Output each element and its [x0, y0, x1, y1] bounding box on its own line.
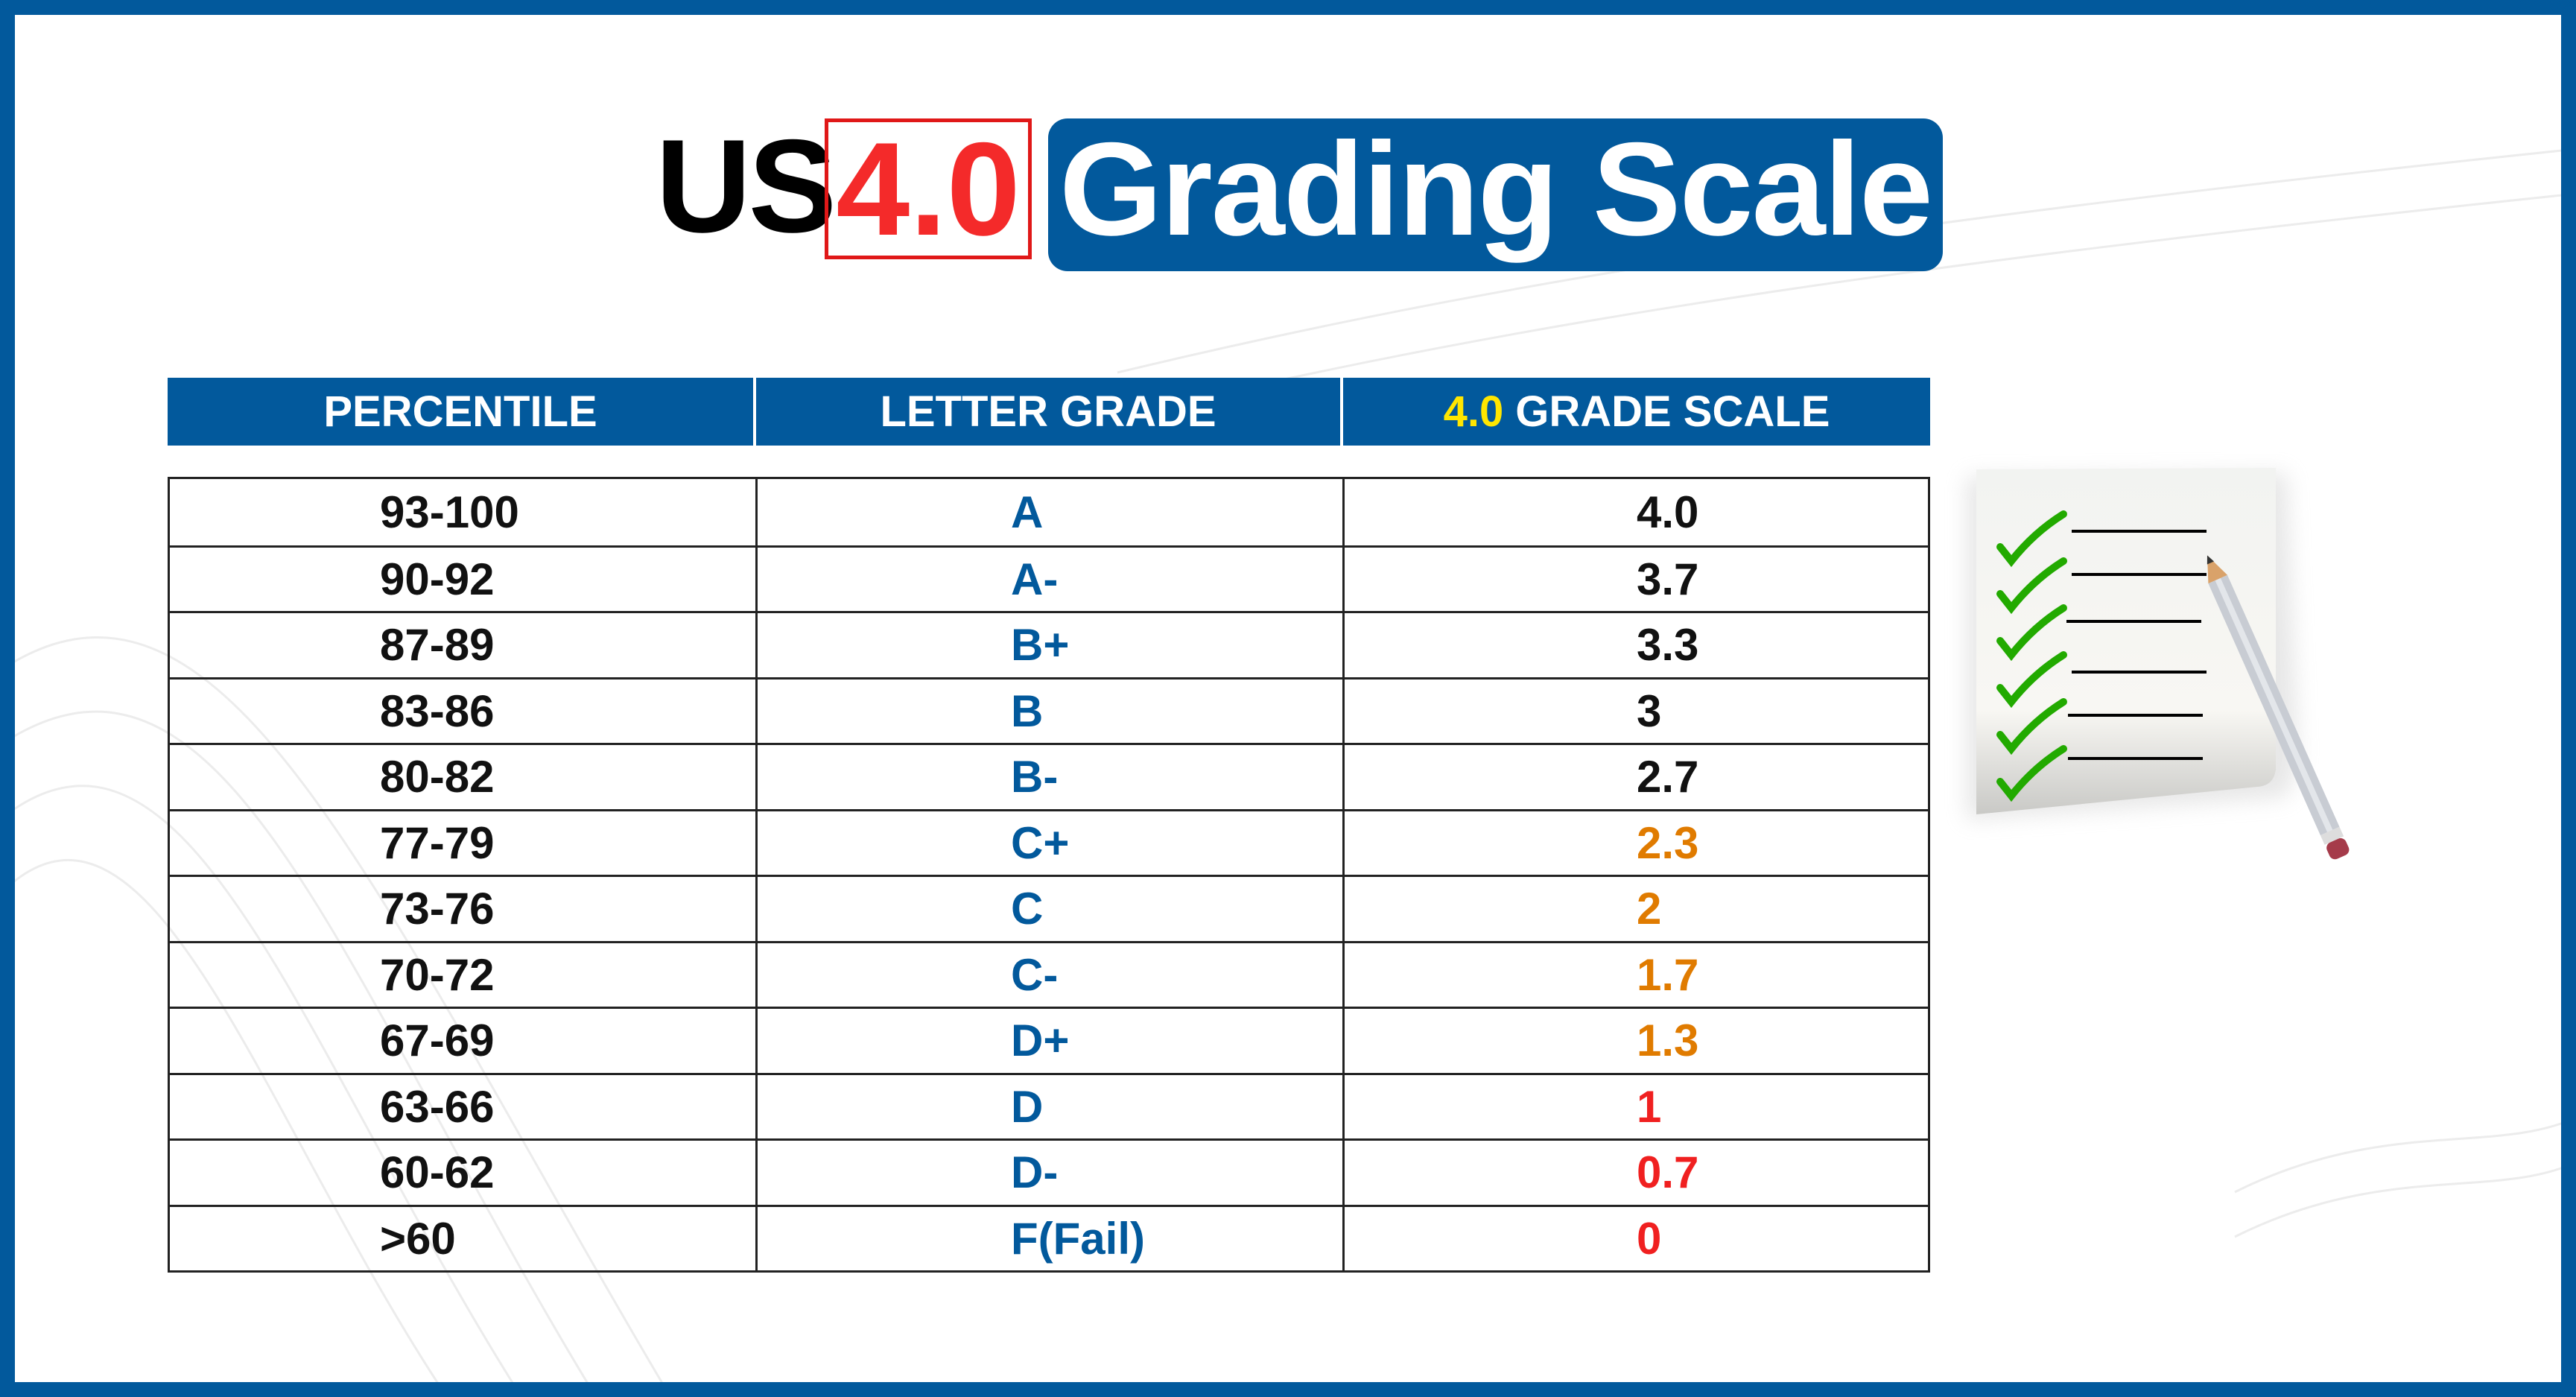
percentile-cell: >60	[380, 1213, 456, 1264]
check-icon	[1996, 651, 2067, 709]
header-letter-grade: LETTER GRADE	[753, 378, 1340, 446]
letter-grade-cell: A-	[755, 547, 1342, 611]
letter-grade-cell: F(Fail)	[755, 1206, 1342, 1270]
letter-grade-cell: A	[755, 479, 1342, 545]
letter-grade-cell: B-	[755, 745, 1342, 809]
checklist-with-pencil-icon	[1967, 468, 2350, 860]
letter-grade-cell: B	[755, 679, 1342, 743]
header-grade-scale: 4.0 GRADE SCALE	[1340, 378, 1930, 446]
grade-scale-cell: 2	[1342, 877, 1928, 941]
check-icon	[1996, 745, 2067, 802]
table-header: PERCENTILE LETTER GRADE 4.0 GRADE SCALE	[168, 378, 1930, 446]
percentile-cell: 70-72	[380, 949, 495, 1000]
letter-grade-cell: C-	[755, 943, 1342, 1007]
grade-table: 93-100 A 4.0 90-92 A- 3.7 87-89 B+ 3.3 83-86 B 3 80-…	[168, 477, 1930, 1273]
table-row: 60-62 D- 0.7	[170, 1138, 1928, 1205]
percentile-cell: 77-79	[380, 817, 495, 868]
letter-grade-cell: B+	[755, 613, 1342, 677]
letter-grade-cell: D	[755, 1074, 1342, 1138]
letter-grade-cell: D+	[755, 1009, 1342, 1073]
title-highlight: 4.0	[825, 118, 1032, 259]
grade-scale-cell: 0	[1342, 1206, 1928, 1270]
percentile-cell: 90-92	[380, 554, 495, 604]
letter-grade-cell: C+	[755, 811, 1342, 875]
grade-scale-cell: 3.7	[1342, 547, 1928, 611]
grade-scale-cell: 1	[1342, 1074, 1928, 1138]
grade-scale-cell: 1.3	[1342, 1009, 1928, 1073]
table-row: 77-79 C+ 2.3	[170, 808, 1928, 875]
table-row: 63-66 D 1	[170, 1072, 1928, 1138]
check-icon	[1996, 510, 2067, 568]
table-row: 90-92 A- 3.7	[170, 545, 1928, 611]
percentile-cell: 63-66	[380, 1081, 495, 1132]
header-percentile: PERCENTILE	[168, 378, 753, 446]
table-row: 93-100 A 4.0	[170, 479, 1928, 545]
title-prefix: US	[656, 112, 837, 260]
letter-grade-cell: D-	[755, 1141, 1342, 1205]
letter-grade-cell: C	[755, 877, 1342, 941]
percentile-cell: 80-82	[380, 752, 495, 802]
table-row: 67-69 D+ 1.3	[170, 1007, 1928, 1073]
header-scale-prefix: 4.0	[1443, 387, 1504, 436]
table-row: 87-89 B+ 3.3	[170, 611, 1928, 677]
grade-scale-cell: 3.3	[1342, 613, 1928, 677]
grade-scale-cell: 1.7	[1342, 943, 1928, 1007]
header-scale-label: GRADE SCALE	[1515, 387, 1830, 436]
check-icon	[1996, 698, 2067, 755]
percentile-cell: 67-69	[380, 1016, 495, 1066]
paper	[1976, 468, 2276, 814]
grade-scale-cell: 0.7	[1342, 1141, 1928, 1205]
grade-scale-cell: 3	[1342, 679, 1928, 743]
percentile-cell: 87-89	[380, 620, 495, 671]
grade-scale-cell: 4.0	[1342, 479, 1928, 545]
percentile-cell: 73-76	[380, 884, 495, 934]
percentile-cell: 83-86	[380, 685, 495, 736]
table-row: 80-82 B- 2.7	[170, 743, 1928, 809]
table-row: 70-72 C- 1.7	[170, 940, 1928, 1007]
pencil	[2207, 555, 2350, 860]
table-row: 73-76 C 2	[170, 875, 1928, 941]
title-main: Grading Scale	[1048, 118, 1943, 271]
percentile-cell: 93-100	[380, 487, 519, 537]
table-row: 83-86 B 3	[170, 677, 1928, 743]
table-row: >60 F(Fail) 0	[170, 1204, 1928, 1270]
grade-scale-cell: 2.7	[1342, 745, 1928, 809]
check-icon	[1996, 557, 2067, 615]
grade-scale-cell: 2.3	[1342, 811, 1928, 875]
check-icon	[1996, 604, 2067, 662]
percentile-cell: 60-62	[380, 1147, 495, 1198]
